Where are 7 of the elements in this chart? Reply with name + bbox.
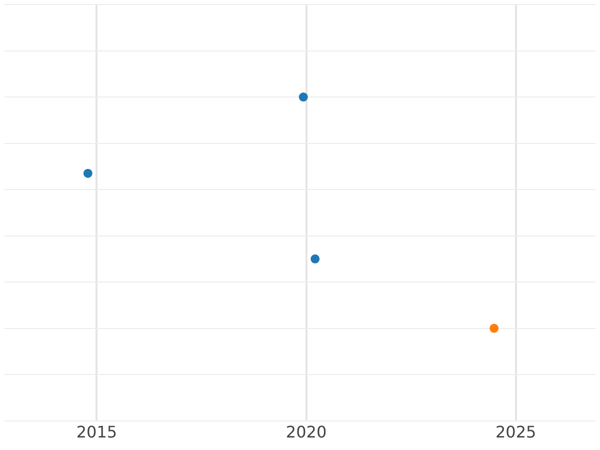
point [298, 92, 308, 102]
point [83, 168, 92, 178]
point [310, 254, 320, 264]
x-tick-label: 2025 [496, 422, 536, 442]
x-tick-label: 2015 [76, 422, 118, 442]
point [490, 324, 499, 333]
x-tick-label: 2020 [286, 422, 327, 442]
